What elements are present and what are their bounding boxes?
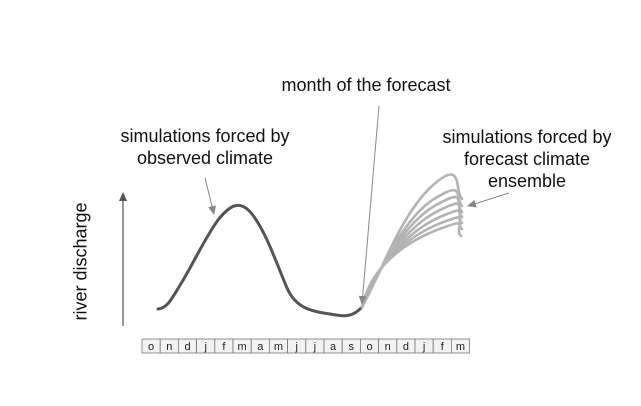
month-label: o [366, 341, 372, 353]
ensemble-label-line1: simulations forced by [442, 127, 612, 147]
observed-label-line1: simulations forced by [120, 126, 290, 146]
forecast-ensemble-label: simulations forced by forecast climate e… [422, 126, 632, 192]
month-cell: j [287, 338, 307, 354]
month-cell: j [414, 338, 434, 354]
month-label: d [403, 341, 409, 353]
month-cell: a [250, 338, 270, 354]
ensemble-annotation-arrow [467, 192, 510, 208]
month-cell: s [341, 338, 361, 354]
month-cell: n [378, 338, 398, 354]
observed-annotation-arrow [204, 177, 216, 215]
month-cell: j [196, 338, 216, 354]
month-label: o [148, 341, 154, 353]
observed-climate-curve [156, 203, 364, 318]
month-cell: o [359, 338, 379, 354]
month-label: s [349, 341, 355, 353]
forecast-month-arrow [358, 105, 380, 305]
month-cell: f [214, 338, 234, 354]
month-label: j [313, 341, 316, 353]
month-label: a [330, 341, 337, 353]
month-label: j [203, 341, 206, 353]
month-label: n [166, 341, 172, 353]
month-label: m [456, 341, 465, 353]
month-cell: f [432, 338, 452, 354]
ensemble-curves [360, 173, 464, 309]
month-label: f [222, 341, 226, 353]
month-cell: j [305, 338, 325, 354]
month-label: j [422, 341, 425, 353]
month-cell: m [450, 338, 470, 354]
observed-label-line2: observed climate [136, 148, 274, 168]
month-label: j [294, 341, 297, 353]
month-cell: n [159, 338, 179, 354]
month-cell: m [232, 338, 252, 354]
ensemble-member-curve [360, 222, 463, 309]
month-label: m [238, 341, 247, 353]
month-cell: m [268, 338, 288, 354]
month-cell: d [177, 338, 197, 354]
ensemble-label-line3: ensemble [487, 171, 567, 191]
month-cell: a [323, 338, 343, 354]
month-cell: d [396, 338, 416, 354]
ensemble-label-line2: forecast climate [463, 149, 591, 169]
observed-climate-label: simulations forced by observed climate [100, 125, 310, 169]
month-label: d [184, 341, 190, 353]
month-box [450, 338, 470, 354]
month-cell: o [141, 338, 161, 354]
month-label: m [274, 341, 283, 353]
month-label: a [257, 341, 264, 353]
forecast-month-label: month of the forecast [281, 75, 451, 95]
month-label: n [385, 341, 391, 353]
month-label: f [441, 341, 445, 353]
y-axis-label: river discharge [70, 202, 91, 321]
